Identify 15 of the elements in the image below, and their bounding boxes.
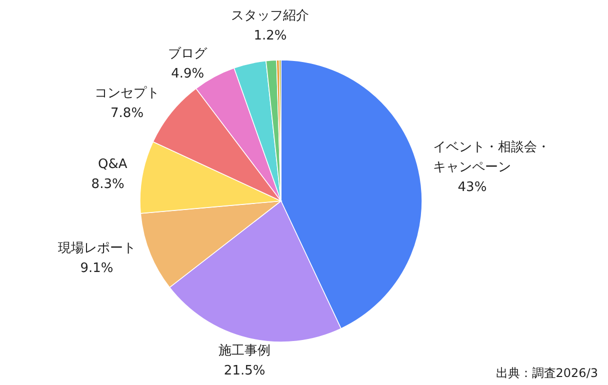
source-note: 出典：調査2026/3 bbox=[496, 366, 598, 380]
slice-label: 現場レポート bbox=[58, 240, 136, 256]
data-label: 8.3% bbox=[91, 177, 124, 192]
data-label: 21.5% bbox=[224, 364, 266, 379]
data-label: 4.9% bbox=[171, 66, 204, 82]
data-label: 9.1% bbox=[80, 260, 114, 276]
data-label: 1.2% bbox=[254, 28, 287, 44]
slice-label: 施工事例 bbox=[218, 344, 271, 359]
slice-label: スタッフ紹介 bbox=[231, 8, 310, 24]
slice-label: ブログ bbox=[168, 46, 208, 62]
data-label: 43% bbox=[458, 180, 487, 195]
slice-label: コンセプト bbox=[94, 86, 160, 102]
data-label: 7.8% bbox=[110, 106, 144, 122]
slice-label: Q&A bbox=[98, 157, 128, 172]
slice-label: イベント・相談会・キャンペーン bbox=[433, 140, 550, 175]
